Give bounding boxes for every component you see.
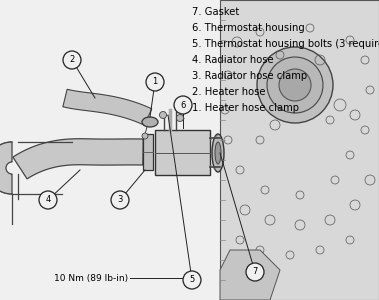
Circle shape bbox=[279, 69, 311, 101]
Ellipse shape bbox=[212, 134, 224, 172]
Circle shape bbox=[146, 73, 164, 91]
Circle shape bbox=[257, 47, 333, 123]
Circle shape bbox=[183, 271, 201, 289]
Text: 7. Gasket: 7. Gasket bbox=[192, 7, 239, 17]
Text: 1: 1 bbox=[152, 77, 158, 86]
Circle shape bbox=[111, 191, 129, 209]
Polygon shape bbox=[0, 142, 12, 194]
Text: 5: 5 bbox=[190, 275, 195, 284]
Text: 3. Radiator hose clamp: 3. Radiator hose clamp bbox=[192, 71, 307, 81]
Polygon shape bbox=[63, 89, 152, 125]
Ellipse shape bbox=[142, 117, 158, 127]
Text: 2. Heater hose: 2. Heater hose bbox=[192, 87, 266, 97]
Polygon shape bbox=[220, 250, 280, 300]
Circle shape bbox=[246, 263, 264, 281]
Polygon shape bbox=[155, 130, 210, 175]
Ellipse shape bbox=[215, 142, 221, 164]
Circle shape bbox=[63, 51, 81, 69]
Polygon shape bbox=[13, 139, 143, 179]
Text: 2: 2 bbox=[69, 56, 75, 64]
Text: 4. Radiator hose: 4. Radiator hose bbox=[192, 55, 274, 65]
Circle shape bbox=[39, 191, 57, 209]
Circle shape bbox=[142, 133, 148, 139]
Text: 7: 7 bbox=[252, 268, 258, 277]
Text: 1. Heater hose clamp: 1. Heater hose clamp bbox=[192, 103, 299, 113]
Circle shape bbox=[267, 57, 323, 113]
Text: 3: 3 bbox=[117, 196, 123, 205]
Circle shape bbox=[160, 112, 166, 118]
Polygon shape bbox=[143, 134, 153, 170]
Text: 10 Nm (89 lb-in): 10 Nm (89 lb-in) bbox=[54, 274, 128, 283]
Text: 4: 4 bbox=[45, 196, 51, 205]
Text: 5. Thermostat housing bolts (3 required): 5. Thermostat housing bolts (3 required) bbox=[192, 39, 379, 49]
Circle shape bbox=[174, 96, 192, 114]
Text: 6: 6 bbox=[180, 100, 186, 109]
Text: 6. Thermostat housing: 6. Thermostat housing bbox=[192, 23, 305, 33]
Circle shape bbox=[177, 115, 183, 122]
Polygon shape bbox=[220, 0, 379, 300]
